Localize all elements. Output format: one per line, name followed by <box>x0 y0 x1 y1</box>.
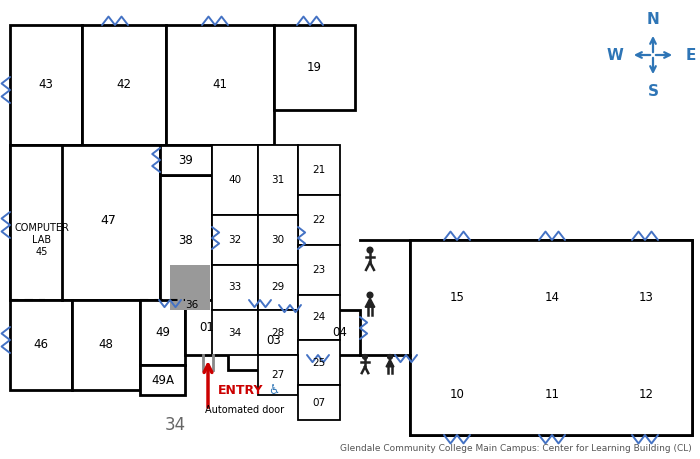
Bar <box>166 25 274 145</box>
Bar <box>410 240 505 355</box>
Text: Automated door: Automated door <box>205 405 285 415</box>
Text: 49: 49 <box>155 326 170 339</box>
Bar <box>212 265 258 310</box>
Text: 46: 46 <box>34 338 48 352</box>
Text: 11: 11 <box>545 388 560 402</box>
Text: 28: 28 <box>272 328 285 337</box>
Text: 24: 24 <box>312 313 326 323</box>
Text: 13: 13 <box>638 291 653 304</box>
Bar <box>258 310 298 355</box>
Text: 07: 07 <box>312 397 326 408</box>
Text: 41: 41 <box>213 78 228 91</box>
Text: 36: 36 <box>186 300 199 310</box>
Text: 14: 14 <box>545 291 560 304</box>
Text: 34: 34 <box>164 416 186 434</box>
Circle shape <box>363 354 368 359</box>
Text: 27: 27 <box>272 370 285 380</box>
Text: 01: 01 <box>199 321 214 334</box>
Bar <box>258 265 298 310</box>
Text: 49A: 49A <box>151 374 174 386</box>
Text: 21: 21 <box>312 165 326 175</box>
Bar <box>258 215 298 265</box>
Text: 31: 31 <box>272 175 285 185</box>
Bar <box>410 240 692 435</box>
Bar <box>274 25 355 110</box>
Polygon shape <box>365 298 375 307</box>
Bar <box>10 300 72 390</box>
Bar <box>212 310 258 355</box>
Text: 10: 10 <box>450 388 465 402</box>
Bar <box>228 310 320 370</box>
Text: 04: 04 <box>332 326 347 339</box>
Text: ♿: ♿ <box>268 384 279 397</box>
Text: 40: 40 <box>228 175 242 185</box>
Bar <box>298 145 340 195</box>
Bar <box>160 175 212 305</box>
Text: 43: 43 <box>38 78 53 91</box>
Text: 22: 22 <box>312 215 326 225</box>
Text: 32: 32 <box>228 235 242 245</box>
Bar <box>170 265 210 310</box>
Text: 42: 42 <box>116 78 132 91</box>
Text: S: S <box>648 84 659 99</box>
Text: 29: 29 <box>272 282 285 292</box>
Text: 33: 33 <box>228 282 242 292</box>
Text: 48: 48 <box>99 338 113 352</box>
Bar <box>410 355 505 435</box>
Text: 25: 25 <box>312 358 326 368</box>
Bar <box>72 300 140 390</box>
Circle shape <box>388 354 392 359</box>
Text: 38: 38 <box>178 234 193 246</box>
Bar <box>140 365 185 395</box>
Text: 03: 03 <box>267 334 281 347</box>
Bar <box>298 340 340 385</box>
Bar <box>10 25 82 145</box>
Bar <box>258 145 298 215</box>
Bar <box>10 145 160 300</box>
Bar <box>298 195 340 245</box>
Text: 19: 19 <box>307 61 322 74</box>
Bar <box>185 300 228 355</box>
Text: 23: 23 <box>312 265 326 275</box>
Bar <box>160 145 212 175</box>
Text: N: N <box>647 11 659 27</box>
Text: 47: 47 <box>100 213 116 226</box>
Text: 15: 15 <box>450 291 465 304</box>
Circle shape <box>367 292 373 298</box>
Text: 30: 30 <box>272 235 285 245</box>
Bar <box>258 355 298 395</box>
Circle shape <box>367 247 373 253</box>
Text: COMPUTER
LAB
45: COMPUTER LAB 45 <box>15 223 69 257</box>
Text: 39: 39 <box>178 153 193 167</box>
Bar <box>10 145 160 300</box>
Text: W: W <box>607 47 624 62</box>
Text: 12: 12 <box>638 388 654 402</box>
Bar <box>298 245 340 295</box>
Bar <box>212 145 258 215</box>
Text: ENTRY: ENTRY <box>218 384 263 397</box>
Text: Glendale Community College Main Campus: Center for Learning Building (CL): Glendale Community College Main Campus: … <box>340 444 692 453</box>
Bar <box>505 240 600 355</box>
Bar <box>600 355 692 435</box>
Bar <box>298 385 340 420</box>
Bar <box>298 295 340 340</box>
Polygon shape <box>386 359 394 367</box>
Bar <box>82 25 166 145</box>
Bar <box>212 215 258 265</box>
Bar <box>320 310 360 355</box>
Bar <box>505 355 600 435</box>
Text: 34: 34 <box>228 328 242 337</box>
Bar <box>140 300 185 365</box>
Bar <box>600 240 692 355</box>
Text: E: E <box>686 47 696 62</box>
